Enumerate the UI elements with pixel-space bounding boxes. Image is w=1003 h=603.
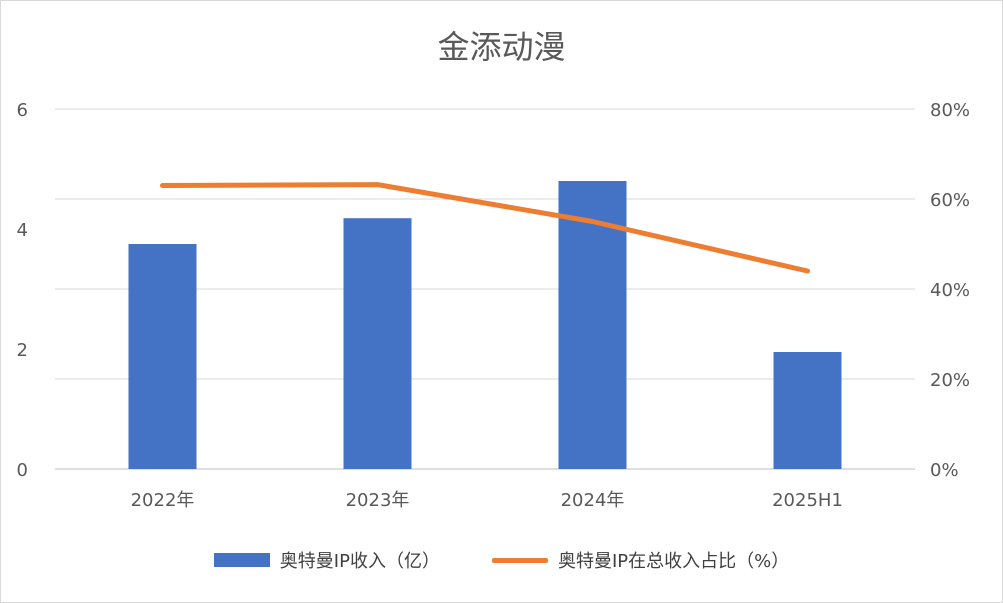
x-tick-label: 2024年: [561, 490, 625, 511]
x-axis-labels: 2022年 2023年 2024年 2025H1: [131, 490, 843, 511]
bar: [558, 181, 627, 469]
right-gridlines: [55, 108, 915, 470]
legend-swatch-bar: [213, 553, 270, 567]
left-tick-label: 4: [17, 220, 28, 241]
right-tick-label: 20%: [930, 370, 970, 391]
bar: [128, 244, 197, 469]
left-axis-labels: 0 2 4 6: [17, 100, 28, 481]
x-tick-label: 2023年: [346, 490, 410, 511]
bar-series: [128, 181, 842, 469]
bar: [773, 352, 842, 469]
bar: [343, 218, 412, 469]
legend-swatch-line: [491, 557, 548, 563]
series-line: [160, 182, 810, 274]
legend-item-line: 奥特曼IP在总收入占比（%）: [491, 547, 790, 573]
line-series: [160, 182, 810, 274]
x-tick-label: 2025H1: [772, 490, 843, 511]
x-tick-label: 2022年: [131, 490, 195, 511]
left-tick-label: 6: [17, 100, 28, 121]
right-tick-label: 60%: [930, 190, 970, 211]
left-tick-label: 2: [17, 340, 28, 361]
left-tick-label: 0: [17, 460, 28, 481]
right-tick-label: 40%: [930, 280, 970, 301]
chart-title: 金添动漫: [437, 28, 566, 66]
right-tick-label: 0%: [930, 460, 959, 481]
right-axis-labels: 0% 20% 40% 60% 80%: [930, 100, 970, 481]
right-tick-label: 80%: [930, 100, 970, 121]
legend-label-line: 奥特曼IP在总收入占比（%）: [557, 551, 790, 572]
legend-label-bar: 奥特曼IP收入（亿）: [279, 551, 440, 572]
legend: 奥特曼IP收入（亿） 奥特曼IP在总收入占比（%）: [0, 544, 1003, 576]
legend-item-bar: 奥特曼IP收入（亿）: [213, 547, 440, 573]
